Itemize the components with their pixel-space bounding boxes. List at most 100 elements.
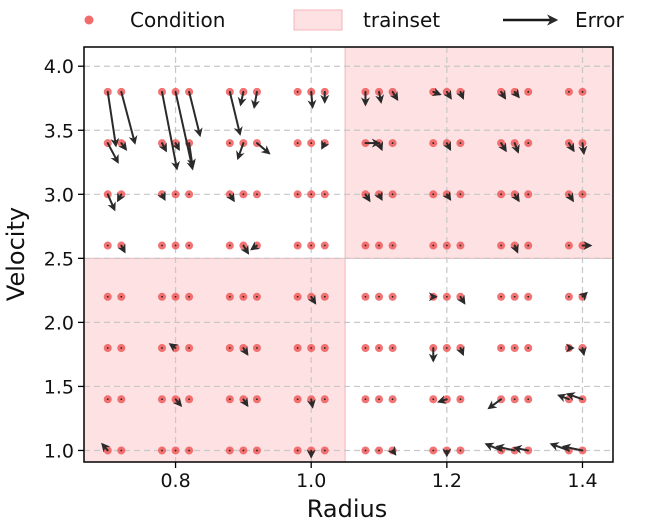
condition-point-center [527, 398, 530, 401]
error-arrow [566, 142, 575, 153]
legend: Condition trainset Error [84, 8, 625, 32]
condition-point-center [500, 244, 502, 247]
legend-condition-label: Condition [130, 8, 225, 32]
error-arrow [117, 192, 126, 203]
condition-point-center [391, 398, 394, 401]
error-arrow [387, 445, 397, 456]
condition-point-center [120, 449, 123, 452]
condition-point-center [323, 449, 326, 452]
condition-point-center [161, 398, 163, 401]
condition-point-center [161, 244, 163, 247]
legend-trainset-patch [293, 9, 343, 31]
condition-point-center [581, 90, 584, 93]
condition-point-center [174, 295, 177, 298]
error-arrow [431, 87, 442, 97]
condition-point-center [323, 193, 326, 196]
condition-point-center [378, 244, 380, 247]
error-arrow [187, 142, 196, 168]
error-arrow [456, 89, 465, 100]
error-arrow [389, 91, 399, 102]
condition-point-center [256, 193, 258, 196]
condition-point-center [323, 347, 326, 349]
condition-point-center [310, 193, 313, 196]
error-arrow [561, 443, 583, 453]
error-arrow [250, 241, 260, 251]
condition-point-center [391, 142, 394, 144]
condition-point-center [391, 193, 394, 196]
condition-point-center [323, 398, 326, 401]
error-arrow [240, 244, 250, 255]
condition-point-center [568, 295, 570, 298]
condition-point-center [364, 398, 367, 401]
error-arrow [497, 89, 507, 100]
condition-point-center [161, 295, 163, 298]
condition-point-center [527, 295, 530, 298]
error-arrow [158, 142, 167, 153]
condition-point-center [188, 193, 191, 196]
condition-point-center [459, 142, 462, 144]
condition-point-center [296, 193, 299, 196]
condition-point-center [174, 193, 177, 196]
error-arrow [443, 89, 452, 100]
error-arrow [106, 193, 116, 212]
condition-point-center [296, 90, 299, 93]
error-arrow [456, 346, 465, 357]
error-arrow [436, 395, 448, 404]
condition-point-center [310, 244, 313, 247]
error-arrow [374, 141, 384, 152]
error-arrow [174, 91, 196, 171]
error-arrow [188, 91, 203, 138]
x-tick-label: 1.0 [296, 470, 326, 492]
condition-point-center [432, 193, 435, 196]
condition-point-center [364, 244, 367, 247]
condition-point-center [500, 295, 502, 298]
error-arrow [101, 442, 111, 453]
condition-point-center [296, 295, 299, 298]
condition-point-center [378, 398, 380, 401]
error-arrow [487, 398, 502, 410]
condition-point-center [378, 295, 380, 298]
error-arrow [565, 392, 583, 401]
condition-point-center [364, 347, 367, 349]
condition-point-center [174, 449, 177, 452]
condition-point-center [188, 295, 191, 298]
condition-point-center [568, 244, 570, 247]
error-arrow [510, 243, 519, 254]
condition-point-center [106, 347, 109, 349]
error-arrow [495, 443, 515, 453]
y-axis-label: Velocity [2, 207, 30, 301]
condition-point-center [296, 449, 299, 452]
condition-point-center [296, 142, 299, 144]
condition-point-center [174, 244, 177, 247]
error-arrow [256, 142, 271, 155]
condition-point-center [228, 295, 231, 298]
condition-point-center [106, 398, 109, 401]
error-arrow [374, 190, 383, 202]
condition-point-center [188, 347, 191, 349]
condition-point-center [242, 295, 245, 298]
condition-point-center [120, 295, 123, 298]
condition-point-center [228, 449, 231, 452]
condition-point-center [445, 295, 448, 298]
error-arrow [239, 345, 249, 356]
error-arrow [578, 142, 588, 156]
condition-point-center [228, 347, 231, 349]
error-arrow [236, 142, 245, 161]
condition-point-center [527, 90, 530, 93]
condition-point-center [391, 347, 394, 349]
condition-point-center [296, 244, 299, 247]
trainset-region [344, 46, 614, 259]
y-tick-label: 3.5 [44, 120, 74, 142]
condition-point-center [106, 295, 109, 298]
error-arrow [161, 91, 180, 171]
error-arrow [565, 192, 574, 203]
condition-point-center [513, 295, 516, 298]
condition-point-center [568, 90, 570, 93]
condition-point-center [161, 449, 163, 452]
legend-condition-marker [84, 15, 94, 25]
condition-point-center [364, 295, 367, 298]
error-arrow [171, 141, 180, 152]
error-arrow [577, 346, 587, 357]
condition-point-center [242, 193, 245, 196]
